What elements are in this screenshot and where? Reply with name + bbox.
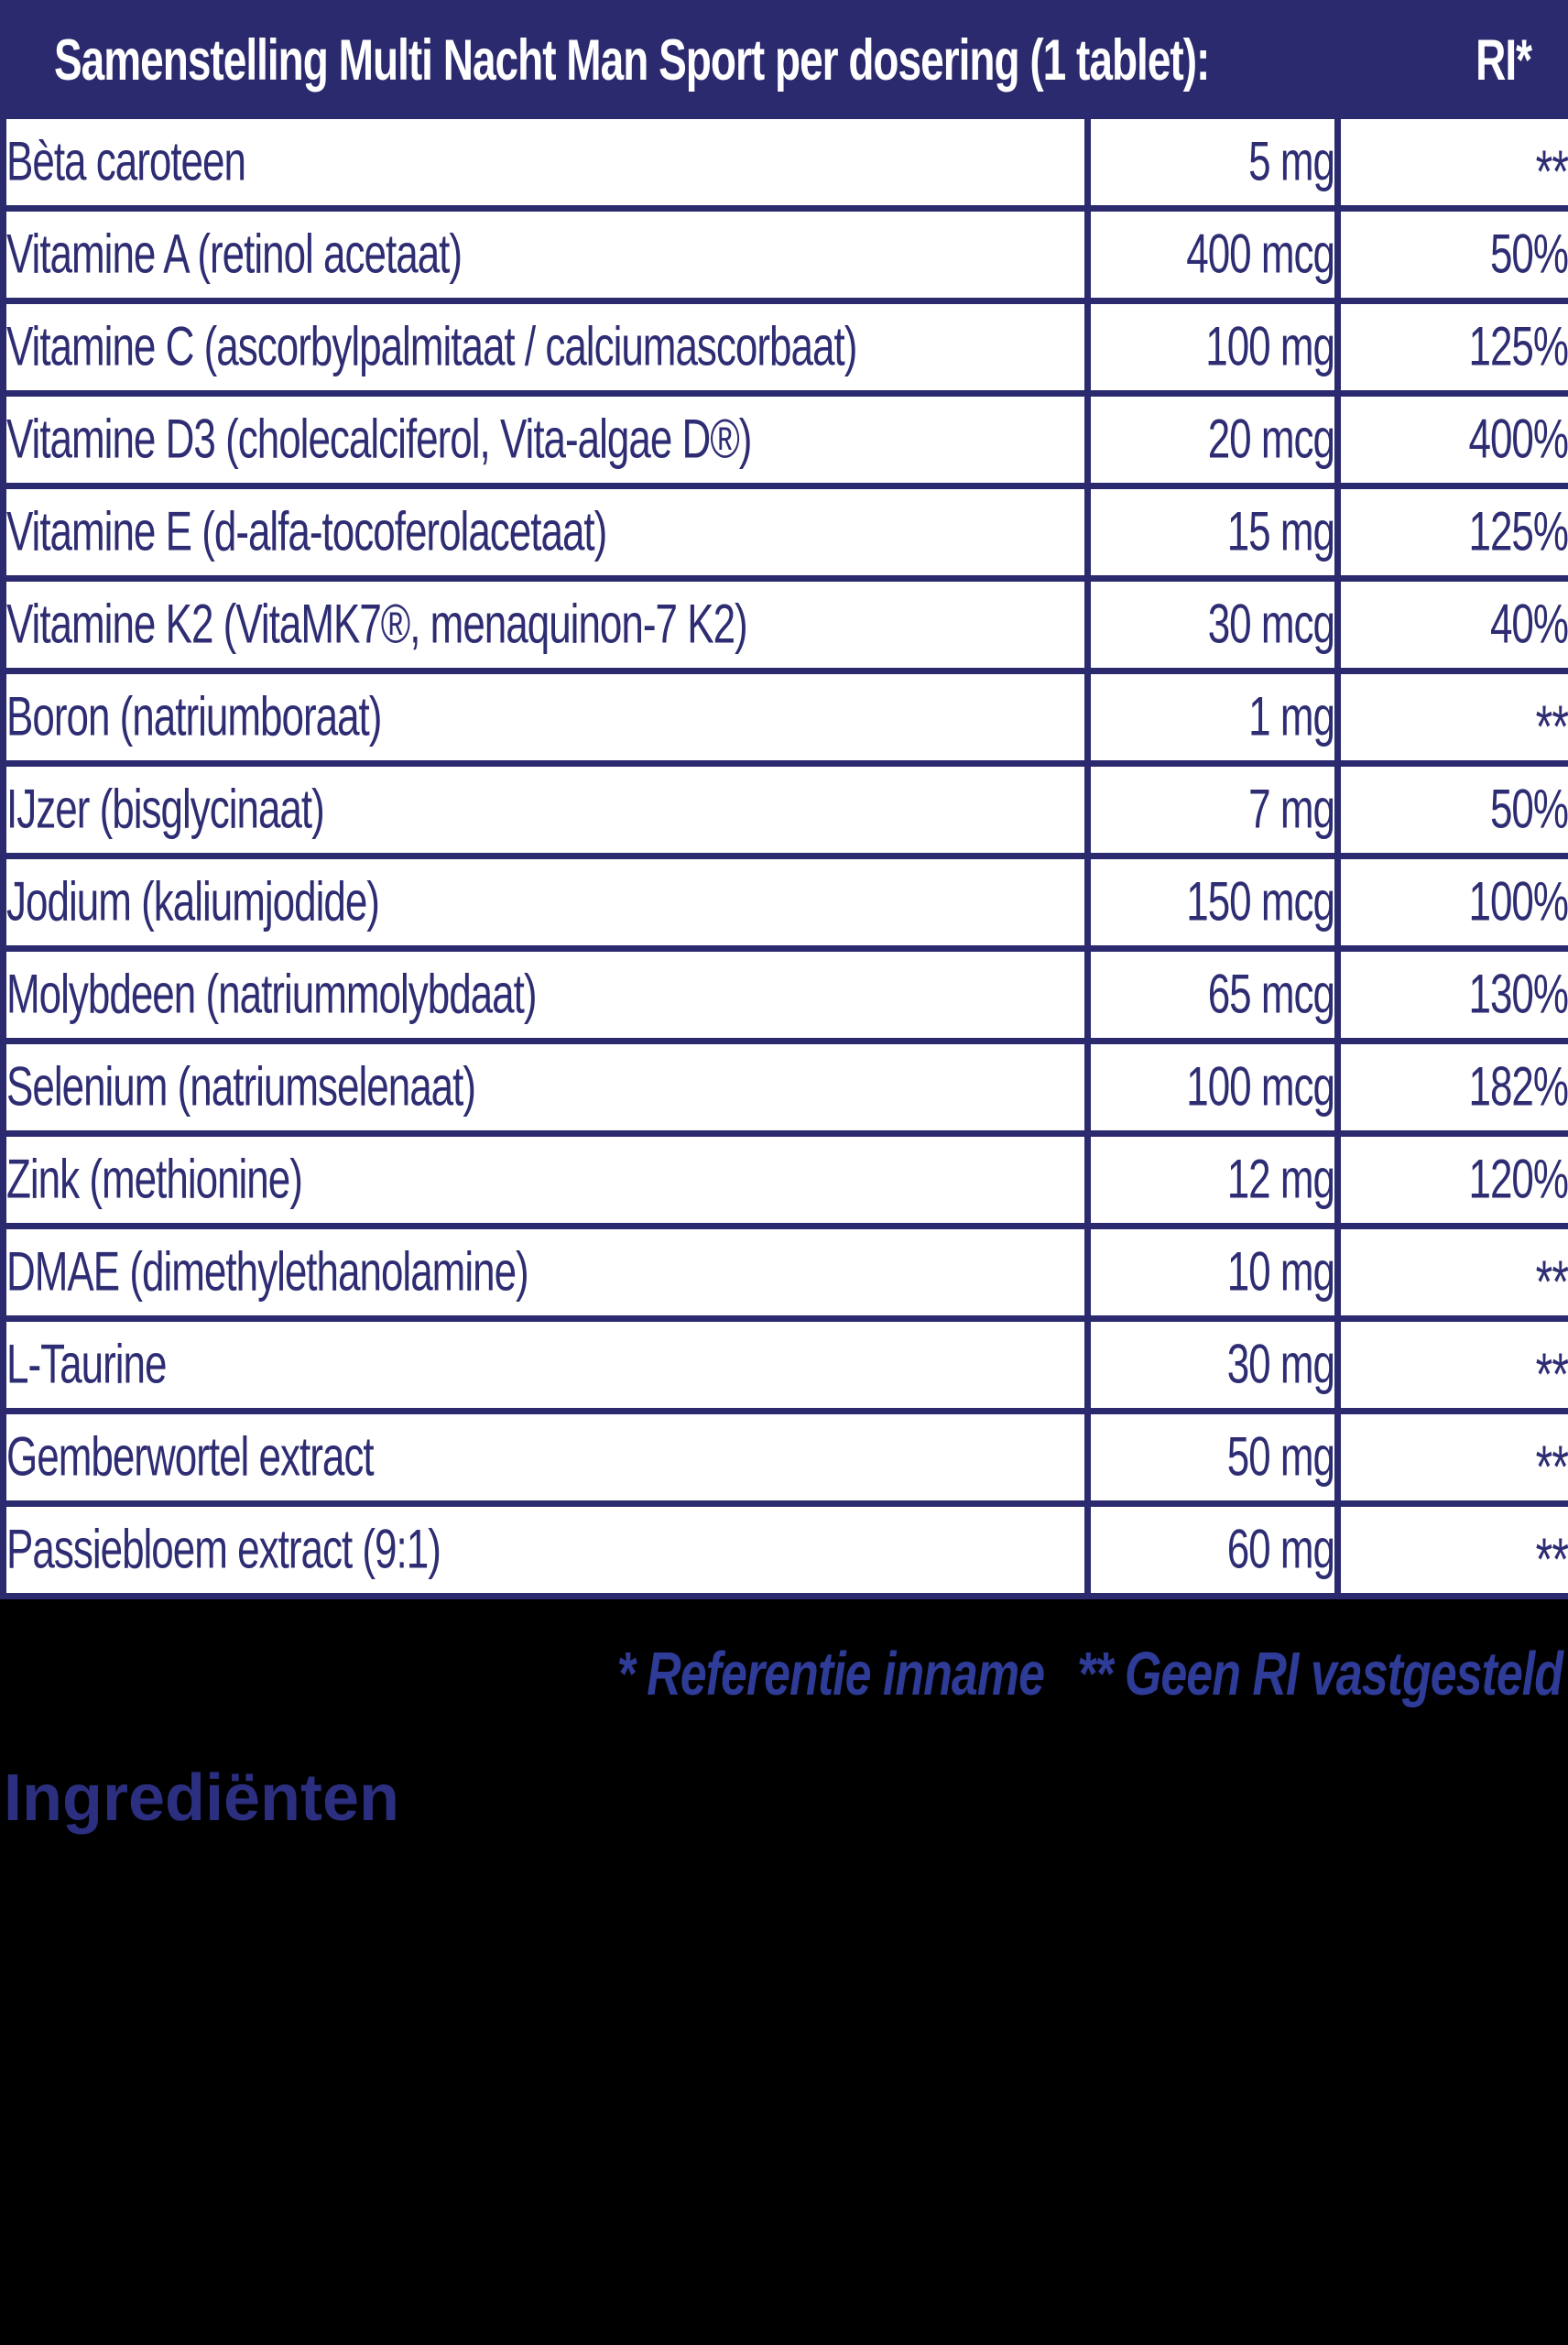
ri-column-label: RI*	[1475, 27, 1532, 93]
ingredient-name: Boron (natriumboraat)	[0, 668, 1091, 767]
ingredient-ri: 40%	[1334, 575, 1568, 674]
table-row: Gemberwortel extract 50 mg **	[0, 1408, 1568, 1507]
table-row: Vitamine K2 (VitaMK7®, menaquinon-7 K2) …	[0, 575, 1568, 674]
table-row: IJzer (bisglycinaat) 7 mg 50%	[0, 760, 1568, 859]
ingredient-name: Jodium (kaliumjodide)	[0, 853, 1091, 952]
ingredient-ri: **	[1334, 1408, 1568, 1507]
table-row: L-Taurine 30 mg **	[0, 1315, 1568, 1414]
supplement-facts-table: Samenstelling Multi Nacht Man Sport per …	[0, 0, 1568, 1599]
ingredient-name: DMAE (dimethylethanolamine)	[0, 1223, 1091, 1322]
section-heading-ingredienten: Ingrediënten	[4, 1761, 400, 1835]
ingredient-ri: 182%	[1334, 1038, 1568, 1137]
table-row: Vitamine A (retinol acetaat) 400 mcg 50%	[0, 205, 1568, 304]
ingredient-name: IJzer (bisglycinaat)	[0, 760, 1091, 859]
ingredient-ri: **	[1334, 1500, 1568, 1599]
ingredient-name: L-Taurine	[0, 1315, 1091, 1414]
table-row: Vitamine C (ascorbylpalmitaat / calciuma…	[0, 298, 1568, 397]
ingredient-ri: 125%	[1334, 298, 1568, 397]
ingredient-amount: 30 mg	[1084, 1315, 1341, 1414]
ingredient-amount: 150 mcg	[1084, 853, 1341, 952]
ingredient-ri: **	[1334, 1315, 1568, 1414]
table-row: Boron (natriumboraat) 1 mg **	[0, 668, 1568, 767]
ingredient-amount: 60 mg	[1084, 1500, 1341, 1599]
table-header-row: Samenstelling Multi Nacht Man Sport per …	[0, 0, 1568, 119]
ingredient-name: Vitamine A (retinol acetaat)	[0, 205, 1091, 304]
ingredient-ri: 120%	[1334, 1130, 1568, 1229]
ingredient-ri: 100%	[1334, 853, 1568, 952]
table-row: Vitamine D3 (cholecalciferol, Vita-algae…	[0, 390, 1568, 489]
footnote-reference-intake: * Referentie inname	[616, 1640, 1045, 1709]
ingredient-ri: 130%	[1334, 945, 1568, 1044]
footnote: * Referentie inname ** Geen RI vastgeste…	[0, 1641, 1564, 1708]
ingredient-name: Vitamine K2 (VitaMK7®, menaquinon-7 K2)	[0, 575, 1091, 674]
ingredient-amount: 50 mg	[1084, 1408, 1341, 1507]
ingredient-ri: 50%	[1334, 205, 1568, 304]
ingredient-name: Vitamine C (ascorbylpalmitaat / calciuma…	[0, 298, 1091, 397]
table-row: Molybdeen (natriummolybdaat) 65 mcg 130%	[0, 945, 1568, 1044]
table-header-inner: Samenstelling Multi Nacht Man Sport per …	[10, 27, 1565, 93]
ingredient-amount: 1 mg	[1084, 668, 1341, 767]
ingredient-name: Bèta caroteen	[0, 113, 1091, 212]
table-row: Jodium (kaliumjodide) 150 mcg 100%	[0, 853, 1568, 952]
ingredient-amount: 10 mg	[1084, 1223, 1341, 1322]
table-row: DMAE (dimethylethanolamine) 10 mg **	[0, 1223, 1568, 1322]
ingredient-ri: **	[1334, 668, 1568, 767]
table-row: Passiebloem extract (9:1) 60 mg **	[0, 1500, 1568, 1599]
footnote-no-ri-established: ** Geen RI vastgesteld	[1077, 1640, 1563, 1709]
ingredient-amount: 400 mcg	[1084, 205, 1341, 304]
ingredient-ri: 400%	[1334, 390, 1568, 489]
ingredient-amount: 7 mg	[1084, 760, 1341, 859]
ingredient-ri: 50%	[1334, 760, 1568, 859]
ingredient-ri: **	[1334, 113, 1568, 212]
table-body: Bèta caroteen 5 mg ** Vitamine A (retino…	[0, 113, 1568, 1599]
ingredient-name: Passiebloem extract (9:1)	[0, 1500, 1091, 1599]
ingredient-ri: **	[1334, 1223, 1568, 1322]
ingredient-ri: 125%	[1334, 483, 1568, 582]
table-row: Vitamine E (d-alfa-tocoferolacetaat) 15 …	[0, 483, 1568, 582]
table-row: Selenium (natriumselenaat) 100 mcg 182%	[0, 1038, 1568, 1137]
ingredient-amount: 15 mg	[1084, 483, 1341, 582]
table-header-cell: Samenstelling Multi Nacht Man Sport per …	[0, 0, 1568, 119]
ingredient-name: Zink (methionine)	[0, 1130, 1091, 1229]
ingredient-amount: 20 mcg	[1084, 390, 1341, 489]
ingredient-name: Vitamine E (d-alfa-tocoferolacetaat)	[0, 483, 1091, 582]
table-row: Zink (methionine) 12 mg 120%	[0, 1130, 1568, 1229]
ingredient-amount: 30 mcg	[1084, 575, 1341, 674]
table-row: Bèta caroteen 5 mg **	[0, 113, 1568, 212]
ingredient-name: Vitamine D3 (cholecalciferol, Vita-algae…	[0, 390, 1091, 489]
ingredient-amount: 65 mcg	[1084, 945, 1341, 1044]
table-title: Samenstelling Multi Nacht Man Sport per …	[54, 27, 1210, 93]
ingredient-amount: 100 mg	[1084, 298, 1341, 397]
ingredient-amount: 100 mcg	[1084, 1038, 1341, 1137]
ingredient-amount: 5 mg	[1084, 113, 1341, 212]
ingredient-name: Selenium (natriumselenaat)	[0, 1038, 1091, 1137]
ingredient-name: Gemberwortel extract	[0, 1408, 1091, 1507]
ingredient-amount: 12 mg	[1084, 1130, 1341, 1229]
ingredient-name: Molybdeen (natriummolybdaat)	[0, 945, 1091, 1044]
